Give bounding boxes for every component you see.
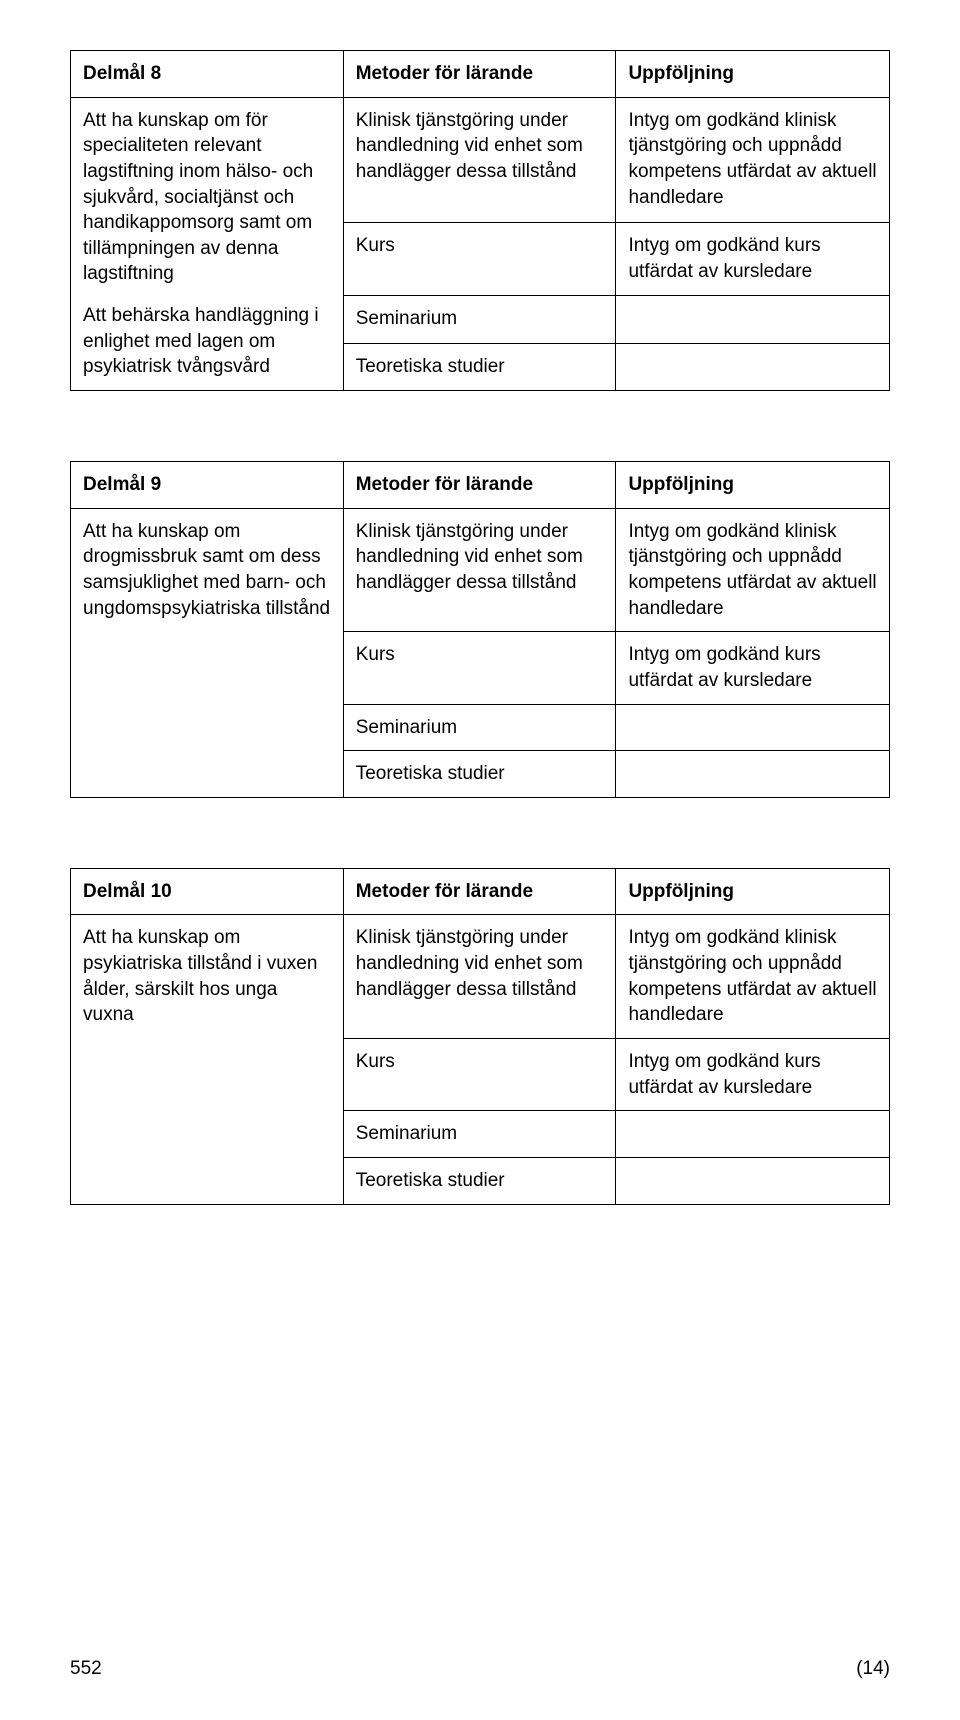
method-cell: Seminarium (343, 704, 616, 751)
followup-cell (616, 704, 890, 751)
method-cell: Teoretiska studier (343, 1157, 616, 1204)
method-cell: Klinisk tjänstgöring under handledning v… (343, 915, 616, 1039)
left-paragraph: Att behärska hand­läggning i enlighet me… (83, 303, 331, 380)
table-row: Att ha kunskap om för specialiteten rele… (71, 97, 890, 222)
followup-cell: Intyg om godkänd klinisk tjänstgöring oc… (616, 97, 890, 222)
delmal-table: Delmål 9Metoder för lärandeUppföljning At… (70, 461, 890, 798)
followup-cell (616, 1157, 890, 1204)
table-left-cell: Att ha kunskap om psykiatriska tillstånd… (71, 915, 344, 1204)
table-header-cell: Metoder för lärande (343, 868, 616, 915)
delmal-table: Delmål 10Metoder för lärandeUppföljning A… (70, 868, 890, 1205)
followup-cell: Intyg om godkänd kurs utfärdat av kursle… (616, 632, 890, 704)
table-header-cell: Metoder för lärande (343, 462, 616, 509)
method-cell: Kurs (343, 632, 616, 704)
table-left-cell: Att ha kunskap om drogmissbruk samt om d… (71, 508, 344, 797)
method-cell: Kurs (343, 1039, 616, 1111)
method-cell: Klinisk tjänstgöring under handledning v… (343, 508, 616, 632)
followup-cell (616, 343, 890, 390)
delmal-table: Delmål 8Metoder för lärandeUppföljningAt… (70, 50, 890, 391)
page-number-left: 552 (70, 1658, 102, 1680)
followup-cell: Intyg om godkänd klinisk tjänstgöring oc… (616, 915, 890, 1039)
page-footer: 552 (14) (70, 1658, 890, 1680)
followup-cell: Intyg om godkänd kurs utfärdat av kursle… (616, 1039, 890, 1111)
followup-cell: Intyg om godkänd klinisk tjänstgöring oc… (616, 508, 890, 632)
table-row: Att ha kunskap om drogmissbruk samt om d… (71, 508, 890, 632)
table-header-cell: Delmål 10 (71, 868, 344, 915)
method-cell: Teoretiska studier (343, 751, 616, 798)
followup-cell (616, 296, 890, 343)
method-cell: Seminarium (343, 296, 616, 343)
left-paragraph: Att ha kunskap om drogmissbruk samt om d… (83, 519, 331, 622)
followup-cell (616, 1111, 890, 1158)
table-header-cell: Uppföljning (616, 868, 890, 915)
page-number-right: (14) (856, 1658, 890, 1680)
table-header-cell: Metoder för lärande (343, 51, 616, 98)
method-cell: Seminarium (343, 1111, 616, 1158)
left-paragraph: Att ha kunskap om psykiatriska tillstånd… (83, 925, 331, 1028)
table-row: Att ha kunskap om psykiatriska tillstånd… (71, 915, 890, 1039)
followup-cell: Intyg om godkänd kurs utfärdat av kursle… (616, 223, 890, 296)
table-header-cell: Uppföljning (616, 51, 890, 98)
method-cell: Klinisk tjänstgöring under handledning v… (343, 97, 616, 222)
table-header-cell: Delmål 9 (71, 462, 344, 509)
followup-cell (616, 751, 890, 798)
table-left-cell: Att ha kunskap om för specialiteten rele… (71, 97, 344, 390)
table-header-cell: Delmål 8 (71, 51, 344, 98)
left-paragraph: Att ha kunskap om för specialiteten rele… (83, 108, 331, 287)
table-header-cell: Uppföljning (616, 462, 890, 509)
method-cell: Teoretiska studier (343, 343, 616, 390)
method-cell: Kurs (343, 223, 616, 296)
